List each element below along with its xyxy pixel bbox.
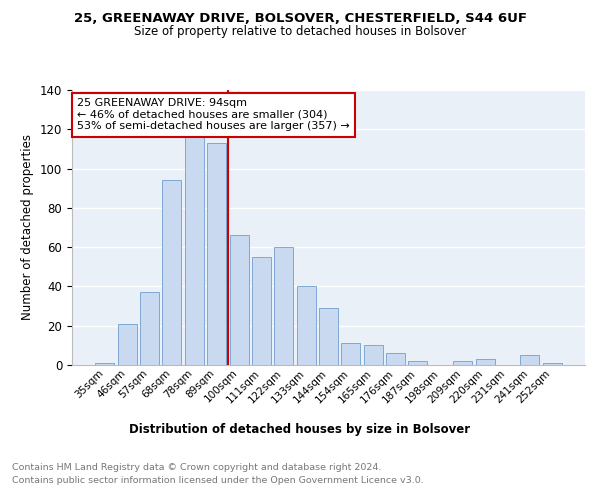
Bar xyxy=(453,361,472,365)
Bar xyxy=(386,353,405,365)
Bar xyxy=(230,236,248,365)
Bar xyxy=(364,346,383,365)
Text: Contains HM Land Registry data © Crown copyright and database right 2024.: Contains HM Land Registry data © Crown c… xyxy=(12,462,382,471)
Bar xyxy=(341,344,361,365)
Bar xyxy=(319,308,338,365)
Bar xyxy=(542,363,562,365)
Text: Distribution of detached houses by size in Bolsover: Distribution of detached houses by size … xyxy=(130,422,470,436)
Bar xyxy=(520,355,539,365)
Bar xyxy=(140,292,159,365)
Bar xyxy=(274,247,293,365)
Text: Size of property relative to detached houses in Bolsover: Size of property relative to detached ho… xyxy=(134,25,466,38)
Bar xyxy=(252,257,271,365)
Bar xyxy=(185,133,204,365)
Text: 25, GREENAWAY DRIVE, BOLSOVER, CHESTERFIELD, S44 6UF: 25, GREENAWAY DRIVE, BOLSOVER, CHESTERFI… xyxy=(74,12,527,26)
Text: Contains public sector information licensed under the Open Government Licence v3: Contains public sector information licen… xyxy=(12,476,424,485)
Bar xyxy=(409,361,427,365)
Bar xyxy=(118,324,137,365)
Bar xyxy=(296,286,316,365)
Bar xyxy=(95,363,115,365)
Bar xyxy=(476,359,494,365)
Bar xyxy=(207,143,226,365)
Bar xyxy=(163,180,181,365)
Y-axis label: Number of detached properties: Number of detached properties xyxy=(22,134,34,320)
Text: 25 GREENAWAY DRIVE: 94sqm
← 46% of detached houses are smaller (304)
53% of semi: 25 GREENAWAY DRIVE: 94sqm ← 46% of detac… xyxy=(77,98,350,132)
